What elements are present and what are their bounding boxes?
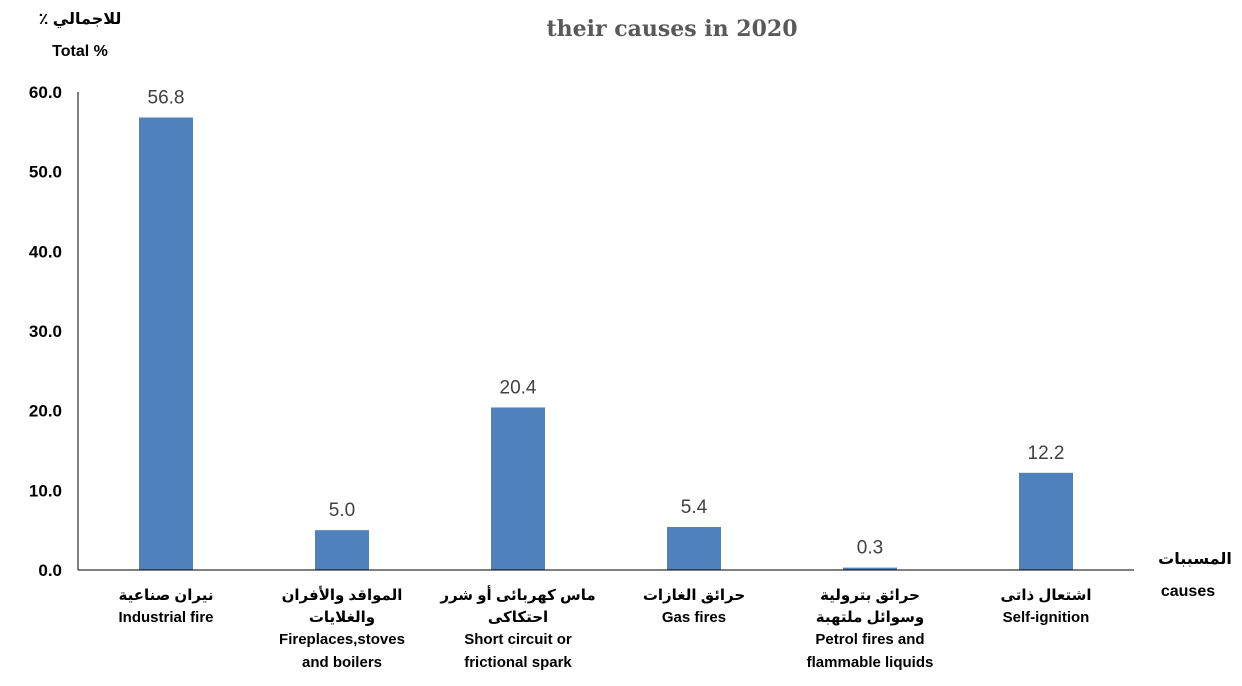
y-tick-label: 50.0 <box>29 163 62 182</box>
category-label-arabic: حرائق بترولية <box>820 587 920 604</box>
bar <box>667 526 721 570</box>
category-label: frictional spark <box>464 654 572 671</box>
category-label: Self-ignition <box>1003 609 1090 626</box>
bar <box>315 530 369 570</box>
bar <box>843 567 897 570</box>
bar <box>1019 472 1073 570</box>
y-tick-label: 10.0 <box>29 481 62 500</box>
bar <box>139 117 193 570</box>
y-axis-label: Total % <box>52 43 108 60</box>
category-label: Short circuit or <box>464 631 572 648</box>
y-tick-label: 60.0 <box>29 83 62 102</box>
y-axis-ticks: 0.0 10.0 20.0 30.0 40.0 50.0 60.0 <box>29 83 62 580</box>
category-label: Petrol fires and <box>815 631 924 648</box>
y-tick-label: 40.0 <box>29 242 62 261</box>
y-tick-label: 30.0 <box>29 322 62 341</box>
category-label: flammable liquids <box>807 654 934 671</box>
data-label: 5.4 <box>681 497 708 518</box>
value-labels: 56.8 5.0 20.4 5.4 0.3 12.2 <box>148 87 1065 558</box>
data-label: 5.0 <box>329 500 355 521</box>
category-label-arabic: وسوائل ملتهبة <box>816 609 924 626</box>
category-label: and boilers <box>302 654 382 671</box>
data-label: 56.8 <box>148 87 185 108</box>
data-label: 12.2 <box>1028 443 1065 464</box>
y-tick-label: 20.0 <box>29 402 62 421</box>
x-axis-label-arabic: المسببات <box>1158 551 1232 568</box>
data-label: 20.4 <box>500 377 537 398</box>
chart-title: their causes in 2020 <box>546 16 797 42</box>
category-label-arabic: حرائق الغازات <box>643 587 745 604</box>
category-label: Fireplaces,stoves <box>279 631 405 648</box>
category-label-arabic: اشتعال ذاتى <box>1001 587 1092 604</box>
y-tick-label: 0.0 <box>38 561 62 580</box>
x-axis-label: causes <box>1161 583 1215 600</box>
bar <box>491 407 545 570</box>
data-label: 0.3 <box>857 538 883 559</box>
category-label-arabic: احتكاكى <box>488 609 548 626</box>
category-label-arabic: ماس كهربائى أو شرر <box>439 585 595 604</box>
category-label: Industrial fire <box>118 609 213 626</box>
category-label-arabic: نيران صناعية <box>119 587 214 604</box>
category-label-arabic: والغلايات <box>309 609 375 626</box>
category-label-arabic: المواقد والأفران <box>282 586 403 604</box>
category-label: Gas fires <box>662 609 726 626</box>
category-labels: نيران صناعية Industrial fire المواقد والأف… <box>118 585 1091 671</box>
bars <box>139 117 1073 570</box>
y-axis-label-arabic: للاجمالي ٪ <box>39 11 122 29</box>
